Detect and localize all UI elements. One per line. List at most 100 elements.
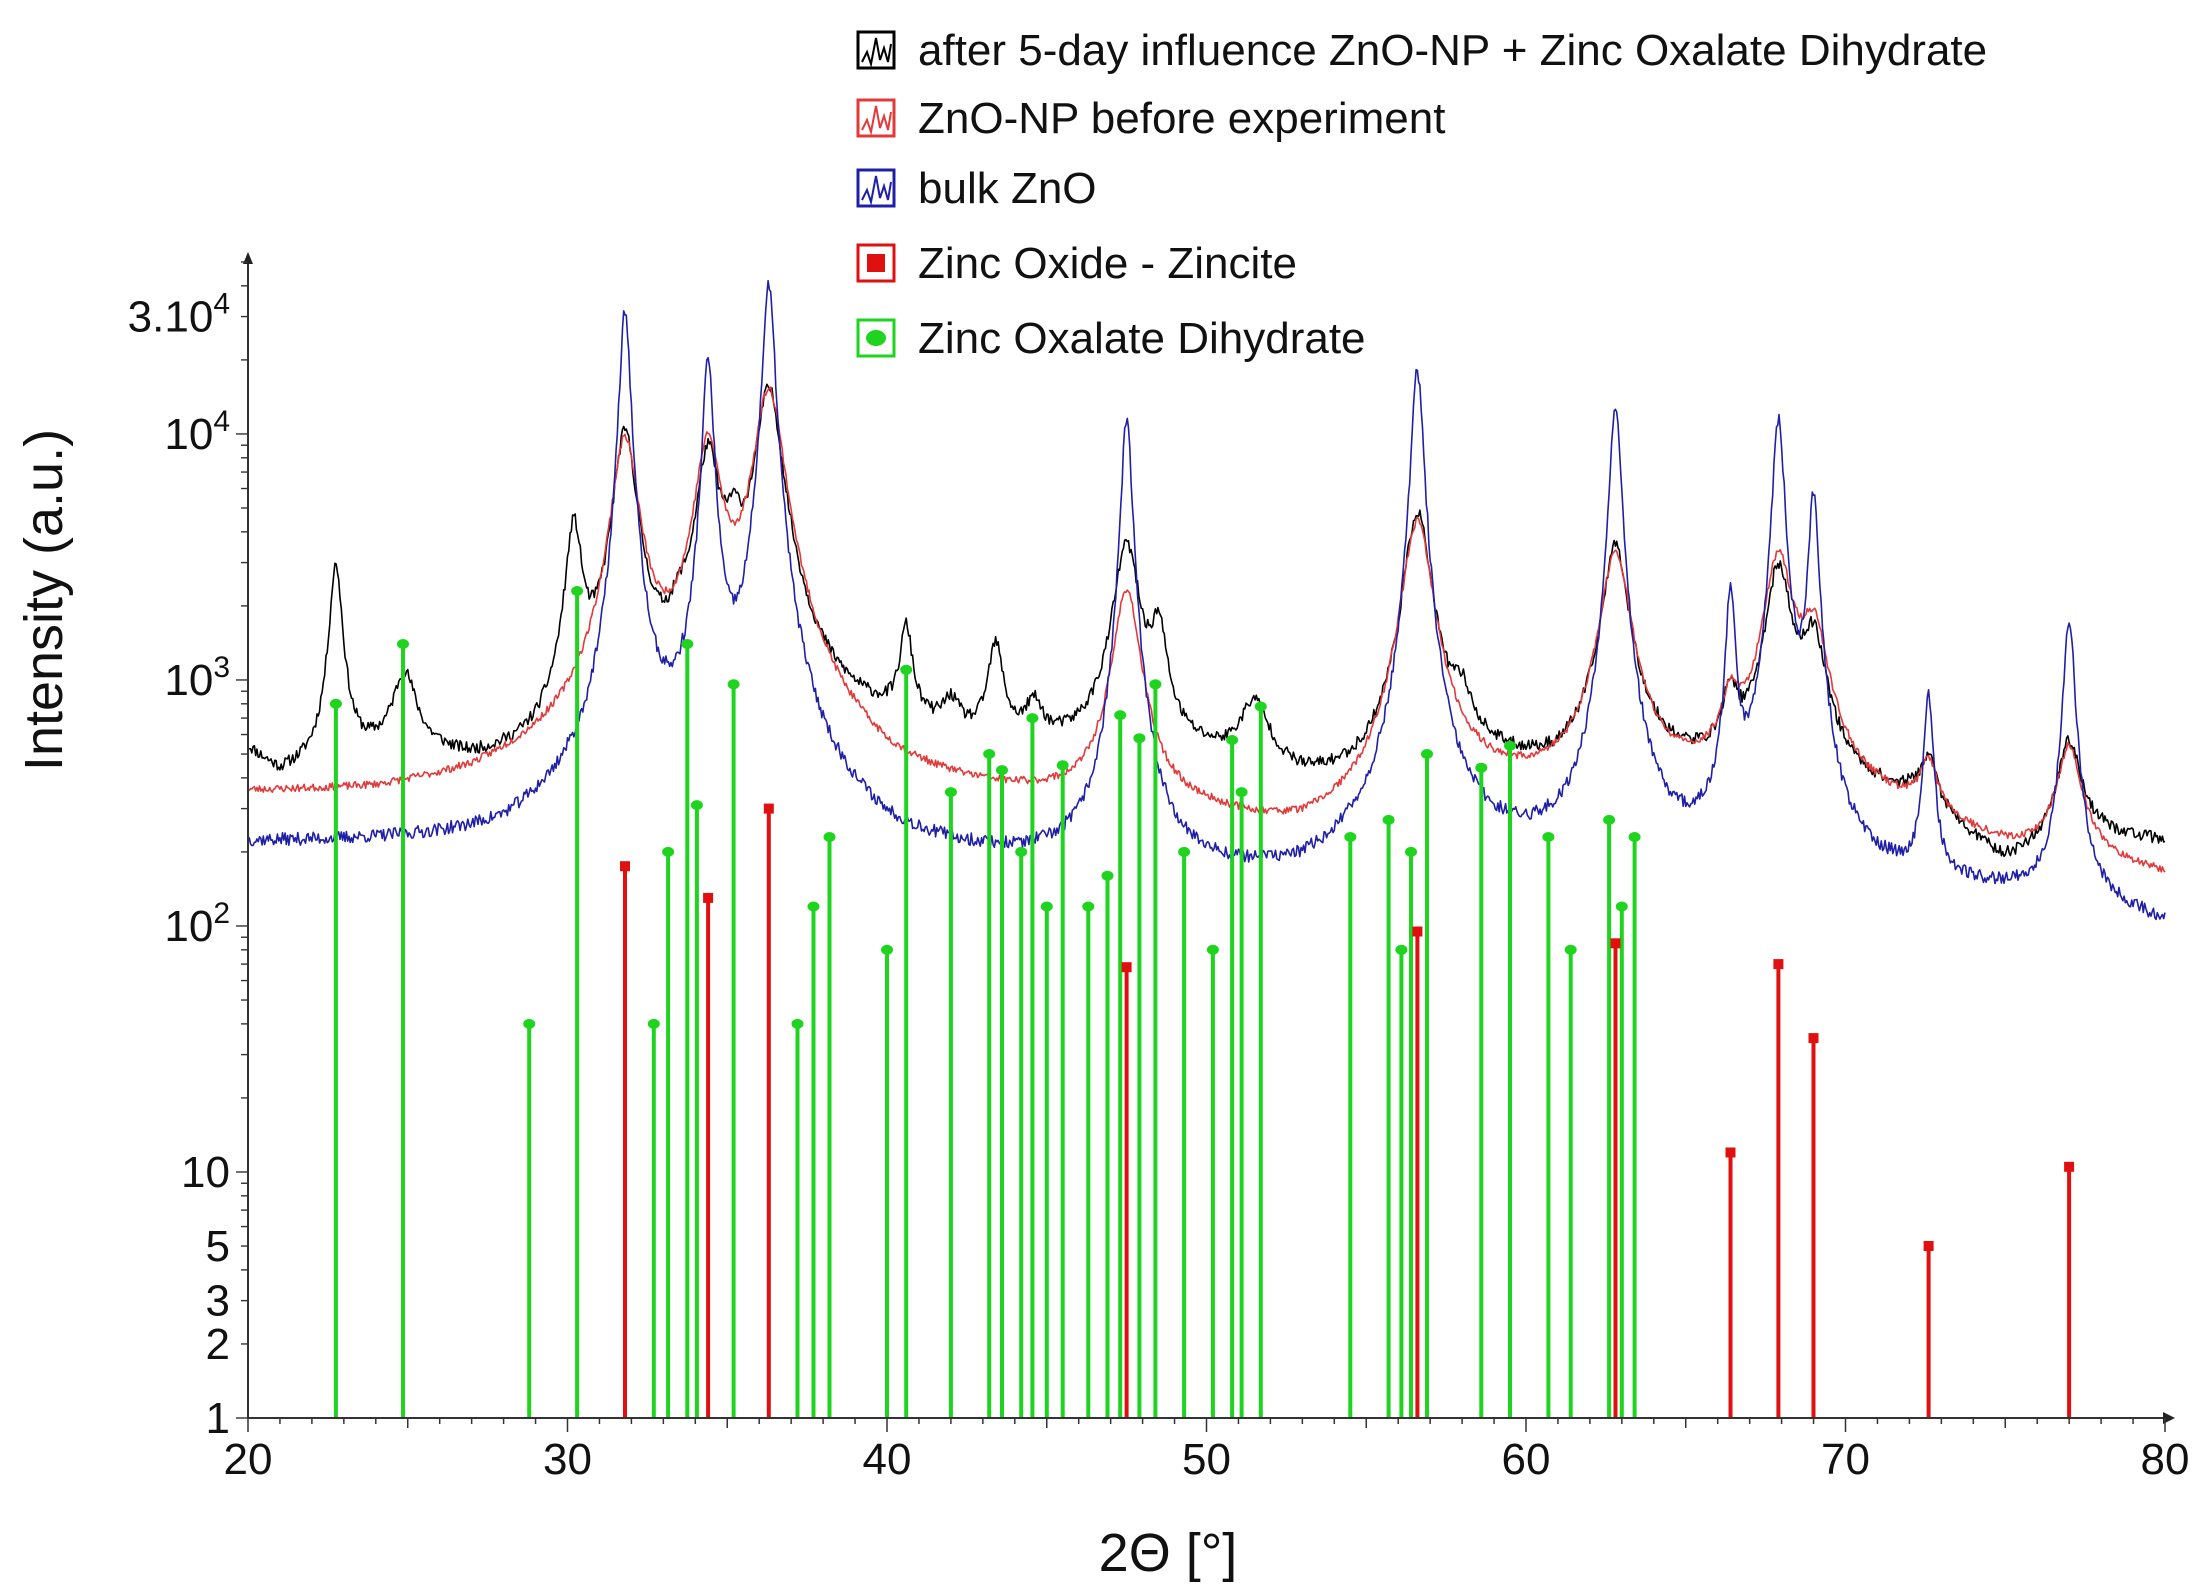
series-line-0 xyxy=(247,383,2166,858)
y-tick-label: 104 xyxy=(164,405,230,459)
ref-marker-0-3 xyxy=(1121,962,1132,973)
y-tick-exponent: 4 xyxy=(213,288,230,321)
series-line-2 xyxy=(247,279,2166,921)
ref-marker-1-32 xyxy=(1382,814,1395,825)
legend: after 5-day influence ZnO-NP + Zinc Oxal… xyxy=(856,26,1987,363)
x-axis-label: 2Θ [°] xyxy=(1099,1523,1238,1583)
x-tick-label: 30 xyxy=(543,1435,592,1484)
ref-marker-1-29 xyxy=(1235,787,1248,798)
y-tick-exponent: 2 xyxy=(213,897,230,930)
ref-marker-1-0 xyxy=(329,698,342,709)
ref-marker-0-10 xyxy=(2064,1161,2075,1172)
legend-label-zno-np-before: ZnO-NP before experiment xyxy=(918,94,1445,143)
ref-marker-1-17 xyxy=(1015,846,1028,857)
legend-label-zinc-oxalate: Zinc Oxalate Dihydrate xyxy=(918,314,1366,363)
x-tick-label: 60 xyxy=(1502,1435,1551,1484)
legend-entry-zincite: Zinc Oxide - Zincite xyxy=(856,239,1297,288)
legend-label-bulk-zno: bulk ZnO xyxy=(918,164,1097,213)
ref-marker-0-8 xyxy=(1808,1033,1819,1044)
ref-marker-1-38 xyxy=(1542,832,1555,842)
ref-marker-1-10 xyxy=(807,901,820,912)
ref-marker-1-30 xyxy=(1254,701,1267,712)
ref-marker-1-27 xyxy=(1206,944,1219,955)
ref-marker-1-26 xyxy=(1178,846,1191,857)
ref-marker-1-20 xyxy=(1056,760,1069,771)
series-line-1 xyxy=(247,386,2166,873)
ref-marker-1-31 xyxy=(1344,832,1357,842)
ref-marker-0-1 xyxy=(703,892,714,903)
ref-marker-1-16 xyxy=(996,765,1008,776)
plot-area xyxy=(247,279,2166,921)
y-tick-label: 2 xyxy=(206,1320,230,1369)
ref-marker-1-12 xyxy=(881,944,893,955)
ref-marker-1-41 xyxy=(1615,901,1628,912)
x-tick-label: 70 xyxy=(1821,1435,1870,1484)
y-tick-label: 3.104 xyxy=(128,288,230,342)
y-tick-label: 103 xyxy=(164,651,230,705)
y-tick-label: 1 xyxy=(206,1394,230,1443)
ref-marker-1-40 xyxy=(1603,814,1616,825)
ref-marker-1-14 xyxy=(944,787,957,798)
legend-entry-zno-np-before: ZnO-NP before experiment xyxy=(856,94,1445,143)
legend-entry-bulk-zno: bulk ZnO xyxy=(856,164,1097,213)
ref-marker-1-23 xyxy=(1114,710,1127,721)
x-axis-arrow xyxy=(2163,1412,2175,1424)
ref-marker-0-9 xyxy=(1923,1241,1934,1251)
legend-label-zincite: Zinc Oxide - Zincite xyxy=(918,239,1297,288)
ref-marker-1-35 xyxy=(1421,749,1433,759)
ref-marker-0-5 xyxy=(1610,938,1621,949)
ref-marker-1-15 xyxy=(983,749,996,759)
ref-marker-1-42 xyxy=(1628,832,1641,842)
ref-marker-1-1 xyxy=(397,639,409,649)
ref-marker-0-4 xyxy=(1412,926,1423,937)
legend-label-after-5-day: after 5-day influence ZnO-NP + Zinc Oxal… xyxy=(918,26,1987,75)
ref-marker-0-2 xyxy=(763,803,774,814)
ref-marker-1-33 xyxy=(1395,944,1408,955)
legend-marker-zinc-oxalate xyxy=(866,330,886,346)
legend-entry-after-5-day: after 5-day influence ZnO-NP + Zinc Oxal… xyxy=(856,26,1987,75)
ref-marker-1-4 xyxy=(647,1018,660,1029)
ref-marker-0-6 xyxy=(1725,1147,1736,1158)
legend-entry-zinc-oxalate: Zinc Oxalate Dihydrate xyxy=(856,314,1366,363)
ref-marker-1-37 xyxy=(1504,740,1516,751)
ref-marker-0-0 xyxy=(620,861,630,872)
y-axis-arrow xyxy=(243,252,253,264)
legend-glyph-zno-np-before xyxy=(861,105,892,136)
y-axis-label: Intensity (a.u.) xyxy=(14,429,74,771)
y-tick-label: 3 xyxy=(206,1277,230,1326)
ref-marker-0-7 xyxy=(1773,959,1784,970)
ref-marker-1-18 xyxy=(1026,713,1039,724)
legend-swatch-after-5-day xyxy=(856,30,896,70)
legend-glyph-after-5-day xyxy=(861,37,892,68)
ref-marker-1-21 xyxy=(1082,901,1095,912)
ref-marker-1-5 xyxy=(662,846,675,857)
ref-marker-1-36 xyxy=(1475,762,1488,773)
x-tick-label: 50 xyxy=(1182,1435,1231,1484)
ref-marker-1-34 xyxy=(1405,846,1417,857)
y-tick-label: 10 xyxy=(181,1148,230,1197)
ref-marker-1-9 xyxy=(791,1018,804,1029)
ref-marker-1-2 xyxy=(523,1018,536,1029)
ref-marker-1-7 xyxy=(690,800,703,811)
reference-patterns xyxy=(329,586,2075,1418)
ref-marker-1-25 xyxy=(1149,679,1162,690)
ref-marker-1-11 xyxy=(823,832,836,842)
y-tick-exponent: 4 xyxy=(213,405,230,438)
ref-marker-1-28 xyxy=(1226,735,1239,745)
legend-swatch-zno-np-before xyxy=(856,98,896,138)
x-tick-label: 80 xyxy=(2141,1435,2190,1484)
y-tick-label: 102 xyxy=(164,897,230,951)
legend-marker-zincite xyxy=(867,254,885,272)
ref-marker-1-24 xyxy=(1133,733,1146,744)
ref-marker-1-8 xyxy=(727,679,740,690)
ref-marker-1-6 xyxy=(681,639,694,649)
legend-swatch-bulk-zno xyxy=(856,168,896,208)
x-tick-label: 20 xyxy=(224,1435,273,1484)
ref-marker-1-39 xyxy=(1564,944,1577,955)
ref-marker-1-19 xyxy=(1040,901,1053,912)
x-tick-label: 40 xyxy=(863,1435,912,1484)
ref-marker-1-13 xyxy=(900,664,913,675)
ref-marker-1-22 xyxy=(1101,870,1114,881)
ref-marker-1-3 xyxy=(571,586,584,596)
